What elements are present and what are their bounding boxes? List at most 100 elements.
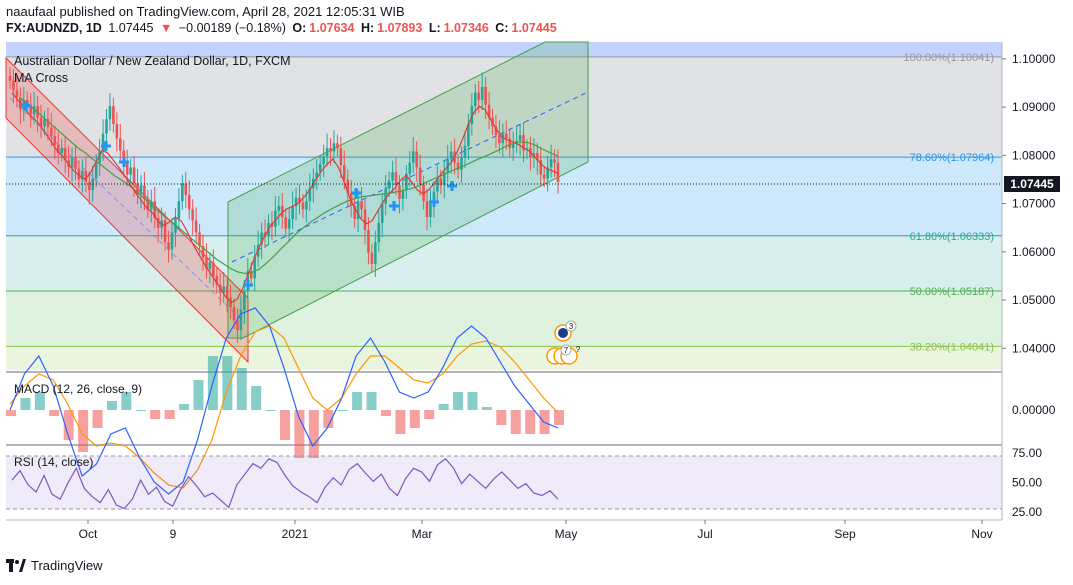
macd-histogram-bar bbox=[179, 404, 190, 410]
close-label: C: bbox=[495, 21, 509, 35]
ma-cross-marker-icon bbox=[351, 188, 361, 198]
macd-histogram-bar bbox=[63, 410, 74, 440]
candle-body bbox=[243, 290, 246, 310]
low-label: L: bbox=[428, 21, 441, 35]
events-badge-icon[interactable]: 3 7 ? bbox=[546, 320, 581, 365]
symbol-label[interactable]: FX:AUDNZD, 1D bbox=[6, 21, 102, 35]
candle-body bbox=[553, 159, 556, 163]
candle-body bbox=[132, 167, 136, 184]
candle-body bbox=[84, 170, 88, 182]
candle-body bbox=[260, 232, 263, 245]
macd-histogram-bar bbox=[164, 410, 175, 419]
tradingview-logo[interactable]: TradingView bbox=[6, 558, 103, 573]
main-pane[interactable] bbox=[6, 42, 1002, 370]
ma-cross-markers bbox=[21, 101, 457, 290]
candle-body bbox=[408, 162, 412, 174]
time-tick-label: May bbox=[555, 527, 578, 541]
candle-body bbox=[136, 183, 139, 194]
fib-label: 100.00%(1.10041) bbox=[903, 52, 994, 64]
high-label: H: bbox=[360, 21, 375, 35]
candle-body bbox=[442, 172, 446, 186]
candle-body bbox=[105, 119, 108, 134]
macd-histogram-bar bbox=[92, 410, 103, 428]
candle-body bbox=[101, 133, 105, 151]
fib-label: 50.00%(1.05187) bbox=[910, 286, 994, 298]
macd-histogram-bar bbox=[308, 410, 319, 458]
candle-body bbox=[236, 320, 239, 330]
fib-zone bbox=[6, 291, 1002, 347]
candle-body bbox=[277, 206, 281, 211]
tradingview-icon bbox=[6, 558, 26, 572]
candle-body bbox=[505, 133, 508, 139]
price-tick-label: 1.10000 bbox=[1012, 52, 1056, 66]
macd-histogram-bar bbox=[106, 401, 117, 410]
time-tick-label: Jul bbox=[697, 527, 712, 541]
rsi-tick-label: 75.00 bbox=[1012, 446, 1042, 460]
candle-body bbox=[239, 309, 243, 330]
candle-body bbox=[370, 252, 374, 264]
candle-body bbox=[70, 157, 74, 168]
close-value: 1.07445 bbox=[511, 21, 557, 35]
price-tick-label: 1.06000 bbox=[1012, 245, 1056, 259]
channel-midline bbox=[231, 91, 589, 263]
rsi-pane[interactable] bbox=[11, 457, 559, 510]
candle-body bbox=[294, 197, 298, 206]
candle-body bbox=[501, 133, 505, 144]
time-tick-label: 2021 bbox=[282, 527, 309, 541]
macd-histogram-bar bbox=[481, 407, 492, 410]
candle-body bbox=[367, 230, 370, 253]
candle-body bbox=[508, 138, 512, 149]
candle-body bbox=[108, 106, 112, 120]
candle-body bbox=[15, 90, 19, 98]
candle-body bbox=[115, 124, 119, 139]
candle-body bbox=[181, 183, 184, 202]
candle-body bbox=[470, 106, 474, 124]
macd-histogram-bar bbox=[467, 392, 478, 410]
macd-histogram-bar bbox=[409, 410, 420, 428]
candle-body bbox=[418, 167, 422, 185]
candle-body bbox=[325, 148, 329, 157]
price-change: −0.00189 (−0.18%) bbox=[178, 21, 286, 35]
candle-body bbox=[336, 143, 339, 149]
candle-body bbox=[215, 275, 219, 285]
candle-body bbox=[118, 138, 122, 151]
fib-zone-top bbox=[6, 42, 1002, 57]
macd-histogram-bar bbox=[20, 398, 31, 410]
high-value: 1.07893 bbox=[377, 21, 423, 35]
candle-body bbox=[394, 172, 398, 186]
macd-histogram-bar bbox=[424, 410, 435, 419]
ma-cross-label: MA Cross bbox=[14, 71, 68, 85]
ma-cross-marker-icon bbox=[243, 280, 253, 290]
descending-midline bbox=[9, 97, 241, 319]
candle-body bbox=[498, 135, 501, 144]
price-axis[interactable]: 1.10000 1.09000 1.08000 1.07000 1.06000 1.050… bbox=[1002, 52, 1056, 519]
time-axis[interactable]: Oct 9 2021 Mar May Jul Sep Nov bbox=[79, 520, 993, 541]
candle-body bbox=[329, 148, 332, 152]
macd-histogram-bar bbox=[222, 356, 233, 410]
ma-fast-line bbox=[11, 92, 559, 304]
candle-body bbox=[556, 162, 560, 183]
candle-body bbox=[74, 157, 77, 169]
open-value: 1.07634 bbox=[309, 21, 355, 35]
candle-body bbox=[87, 181, 91, 191]
macd-histogram-bar bbox=[438, 404, 449, 410]
macd-histogram-bar bbox=[49, 410, 60, 416]
candle-body bbox=[12, 80, 15, 91]
candle-body bbox=[484, 86, 487, 105]
candle-body bbox=[122, 150, 126, 163]
candle-body bbox=[177, 201, 181, 219]
candle-body bbox=[353, 206, 356, 220]
rsi-band bbox=[6, 456, 1002, 509]
ma-slow-line bbox=[19, 97, 559, 275]
price-tick-label: 1.05000 bbox=[1012, 293, 1056, 307]
macd-tick-label: 0.00000 bbox=[1012, 403, 1056, 417]
time-tick-label: 9 bbox=[170, 527, 177, 541]
last-price: 1.07445 bbox=[108, 21, 154, 35]
macd-histogram-bar bbox=[236, 368, 247, 410]
candle-body bbox=[456, 162, 460, 170]
candle-body bbox=[232, 307, 236, 321]
candle-body bbox=[81, 170, 84, 180]
candle-body bbox=[98, 150, 101, 163]
macd-pane[interactable] bbox=[6, 307, 564, 495]
